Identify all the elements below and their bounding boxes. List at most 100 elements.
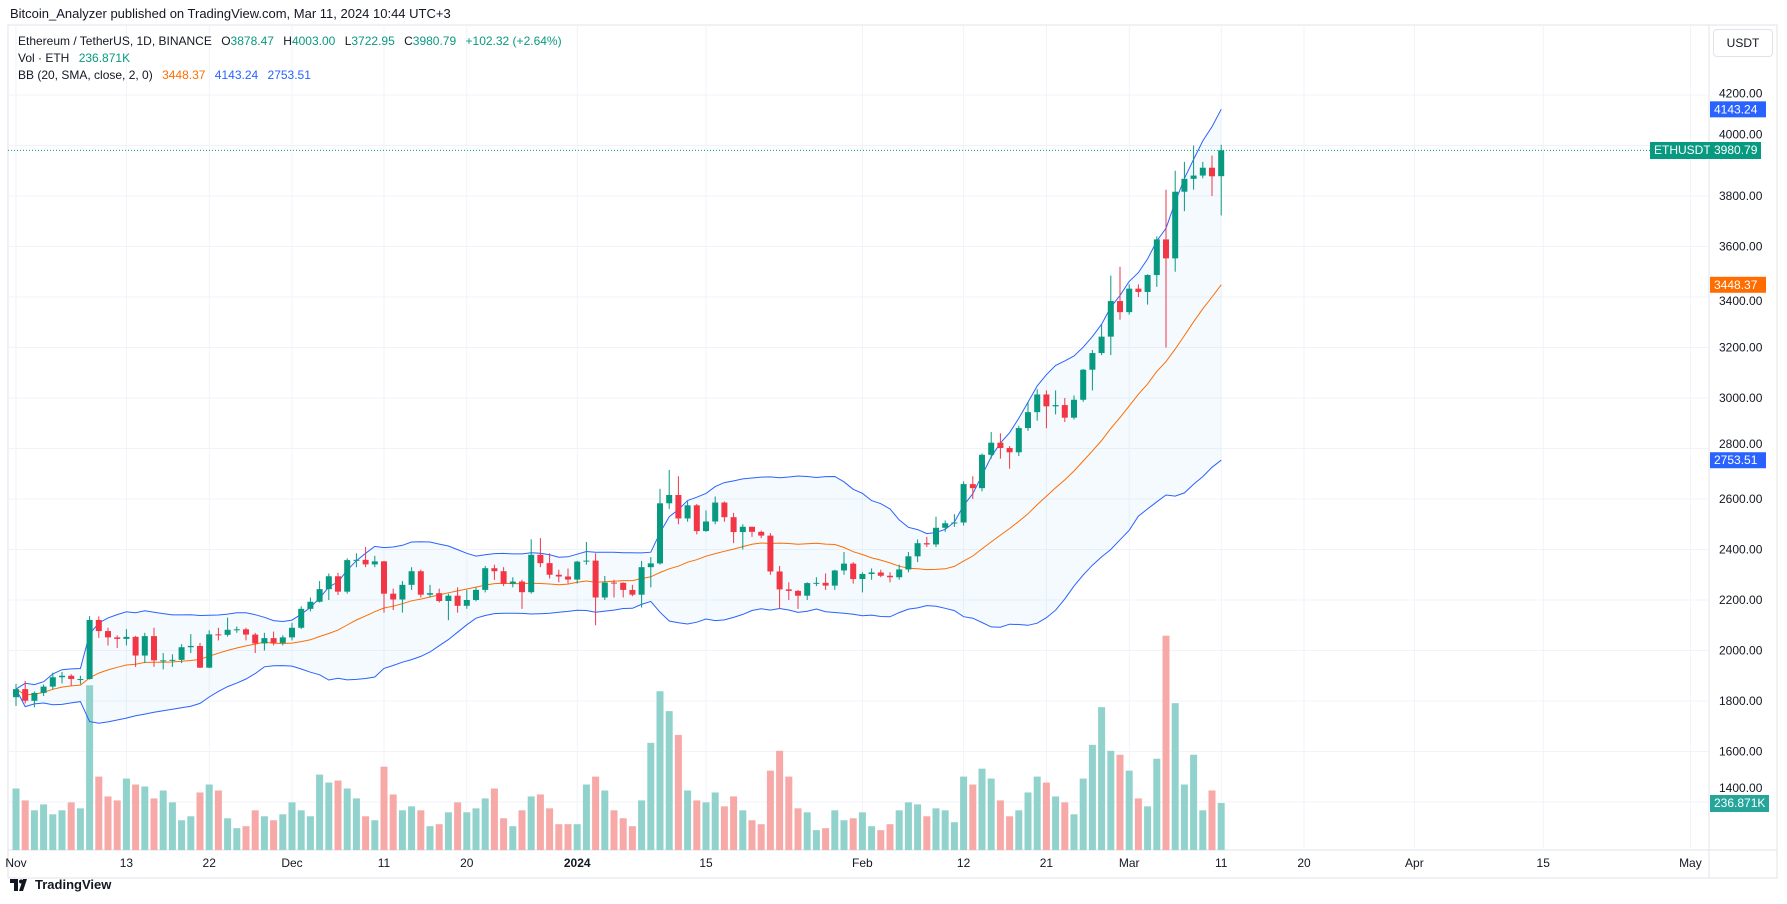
volume-bar: [647, 742, 655, 850]
volume-bar: [785, 776, 793, 850]
tradingview-logo-icon: [10, 878, 27, 891]
volume-bar: [1098, 707, 1106, 850]
candle-body: [565, 576, 571, 580]
volume-bar: [969, 784, 977, 850]
x-tick-label: Nov: [5, 856, 26, 870]
candle-body: [1135, 288, 1142, 292]
volume-bar: [168, 802, 176, 850]
candle-body: [1209, 167, 1215, 177]
y-tick-label: 3200.00: [1719, 341, 1763, 355]
volume-bar: [86, 685, 94, 850]
candle-body: [859, 573, 866, 580]
candle-body: [105, 631, 111, 638]
volume-bar: [1061, 802, 1069, 850]
candle-body: [942, 523, 949, 528]
volume-bar: [665, 711, 673, 850]
candle-body: [509, 581, 516, 584]
candle-body: [417, 571, 424, 595]
candle-body: [279, 637, 286, 643]
volume-tag: 236.871K: [1710, 795, 1770, 812]
symbol-title[interactable]: Ethereum / TetherUS, 1D, BINANCE: [18, 34, 212, 48]
volume-bar: [564, 824, 572, 850]
candle-body: [1061, 405, 1068, 418]
candle-body: [298, 608, 305, 628]
candle-body: [721, 502, 728, 518]
candle-body: [831, 570, 838, 586]
volume-bar: [325, 782, 333, 850]
volume-bar: [463, 812, 471, 850]
volume-bar: [1052, 796, 1060, 850]
volume-bar: [573, 824, 581, 850]
candle-body: [1043, 394, 1050, 407]
volume-bar: [408, 806, 416, 850]
candle-body: [13, 689, 19, 698]
candle-body: [399, 584, 406, 600]
volume-bar: [297, 810, 305, 850]
candle-body: [758, 531, 765, 536]
tradingview-logo[interactable]: TradingView: [10, 877, 111, 892]
candle-body: [325, 576, 332, 590]
y-tick-label: 3000.00: [1719, 391, 1763, 405]
volume-bar: [886, 824, 894, 850]
bb-upper-tag: [1710, 101, 1766, 118]
volume-value: 236.871K: [78, 51, 131, 65]
x-tick-label: 13: [120, 856, 134, 870]
candle-body: [795, 590, 801, 596]
volume-bar: [1144, 806, 1152, 850]
candle-body: [77, 679, 84, 681]
volume-bar: [454, 802, 462, 850]
volume-bar: [150, 798, 158, 850]
volume-bar: [776, 750, 784, 850]
candle-body: [307, 601, 314, 609]
high-value: 4003.00: [291, 34, 336, 48]
low-label: L: [344, 34, 352, 48]
candle-body: [233, 629, 240, 631]
bb-mid-tag: [1710, 276, 1766, 293]
candle-body: [988, 442, 995, 455]
candle-body: [850, 563, 857, 580]
legend-bb-row: BB (20, SMA, close, 2, 0) 3448.37 4143.2…: [18, 67, 568, 84]
bb-mid-line: [15, 284, 1222, 696]
currency-button[interactable]: USDT: [1713, 29, 1773, 57]
y-tick-label: 3800.00: [1719, 189, 1763, 203]
volume-bar: [334, 780, 342, 850]
volume-bar: [95, 776, 103, 850]
candle-body: [979, 454, 985, 489]
volume-bar: [380, 766, 388, 850]
volume-bar: [518, 810, 526, 850]
y-tick-label: 4200.00: [1719, 86, 1763, 100]
volume-bar: [417, 810, 425, 850]
volume-bar: [638, 800, 646, 850]
volume-label[interactable]: Vol · ETH: [18, 51, 70, 65]
y-tick-label: 1600.00: [1719, 745, 1763, 759]
volume-bar: [1042, 782, 1050, 850]
candle-body: [684, 505, 691, 519]
volume-bar: [1190, 754, 1198, 850]
bb-label[interactable]: BB (20, SMA, close, 2, 0): [18, 68, 153, 82]
volume-bar: [1199, 810, 1207, 850]
volume-bar: [536, 794, 544, 850]
volume-bar: [757, 824, 765, 850]
legend-volume-row: Vol · ETH 236.871K: [18, 50, 568, 67]
volume-bar: [132, 784, 140, 850]
bb-upper-tag-text: 4143.24: [1714, 102, 1758, 116]
candle-body: [408, 571, 415, 585]
volume-bar: [490, 788, 498, 850]
volume-bar: [1107, 750, 1115, 850]
candle-body: [1107, 301, 1114, 337]
y-tick-label: 2200.00: [1719, 593, 1763, 607]
volume-bar: [932, 808, 940, 850]
candle-body: [960, 484, 967, 523]
volume-bar: [803, 812, 811, 850]
volume-bar: [214, 790, 222, 850]
candle-body: [1190, 175, 1197, 179]
volume-bar: [1006, 816, 1014, 850]
candle-body: [592, 560, 599, 598]
candle-body: [22, 689, 29, 701]
candle-body: [353, 559, 360, 561]
candle-body: [1034, 394, 1041, 413]
volume-bar: [895, 810, 903, 850]
candle-body: [868, 572, 875, 574]
volume-bar: [40, 804, 48, 850]
